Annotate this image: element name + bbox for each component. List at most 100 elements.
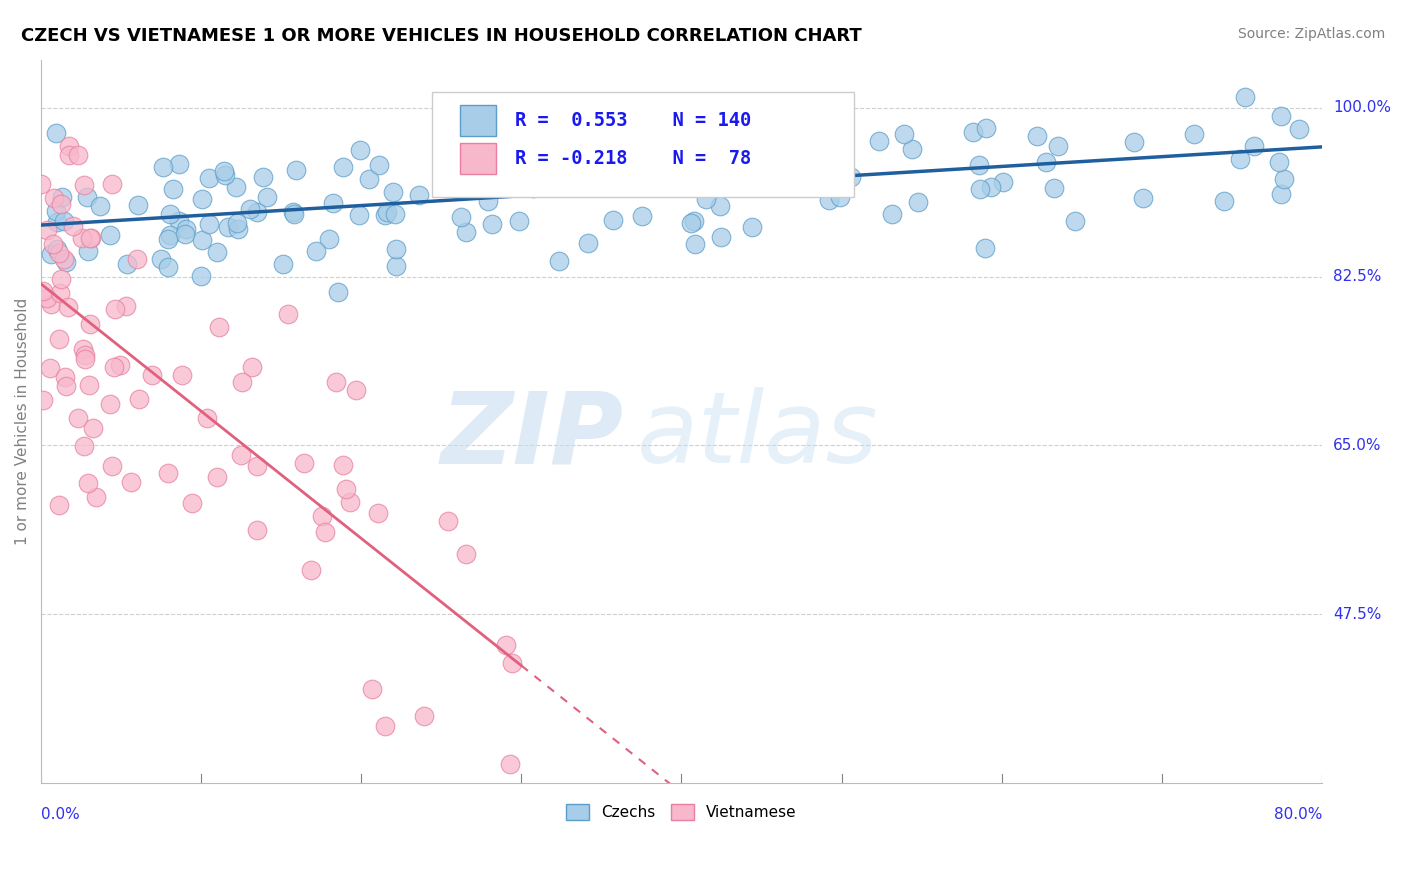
Point (76, 190, 98, 204)
Point (195, 411, 218, 425)
Point (162, 182, 184, 196)
Point (212, 164, 235, 178)
Point (76, 476, 98, 491)
Legend: Czechs, Vietnamese: Czechs, Vietnamese (560, 797, 803, 826)
Point (339, 495, 361, 509)
Point (125, 252, 148, 266)
Point (967, 158, 990, 172)
Point (683, 236, 706, 251)
Point (682, 214, 704, 228)
Text: atlas: atlas (637, 387, 879, 484)
Point (367, 506, 389, 520)
Point (311, 508, 333, 523)
Point (614, 113, 637, 128)
Point (174, 222, 197, 236)
Point (1270, 187, 1292, 202)
Point (98, 227, 121, 242)
Point (149, 252, 172, 266)
Point (962, 125, 984, 139)
Point (1123, 135, 1146, 149)
Point (159, 207, 181, 221)
Point (73, 439, 96, 453)
Point (128, 392, 150, 406)
Point (103, 359, 125, 374)
Point (495, 638, 517, 652)
Point (643, 167, 665, 181)
Point (198, 217, 221, 231)
Point (167, 157, 190, 171)
Text: R =  0.553    N = 140: R = 0.553 N = 140 (515, 111, 751, 130)
Point (205, 470, 228, 484)
Point (101, 458, 124, 473)
Point (538, 96, 561, 111)
Point (277, 307, 299, 321)
Point (58, 139, 80, 153)
Point (52, 214, 75, 228)
Point (1234, 90, 1257, 104)
Point (39, 246, 62, 260)
Point (1182, 128, 1205, 142)
Point (156, 466, 179, 480)
Point (335, 482, 357, 496)
Point (576, 236, 599, 251)
Point (731, 168, 754, 182)
Y-axis label: 1 or more Vehicles in Household: 1 or more Vehicles in Household (15, 298, 30, 545)
Point (688, 153, 710, 168)
Point (602, 213, 624, 227)
Point (562, 152, 585, 166)
Point (173, 227, 195, 242)
Point (104, 301, 127, 316)
Point (787, 170, 810, 185)
Point (190, 193, 212, 207)
Point (375, 205, 398, 219)
Point (332, 458, 354, 472)
Point (75, 352, 97, 367)
Point (48, 499, 70, 513)
Point (37, 223, 59, 237)
Text: 80.0%: 80.0% (1274, 807, 1322, 822)
Point (385, 259, 408, 273)
Point (152, 160, 174, 174)
Point (101, 177, 124, 191)
Point (382, 185, 405, 199)
Point (32, 393, 55, 408)
Point (1047, 139, 1070, 153)
Point (82, 421, 104, 435)
Point (39, 297, 62, 311)
Point (46, 215, 69, 229)
Point (454, 225, 477, 239)
Point (631, 209, 654, 223)
Point (51, 197, 73, 211)
Point (190, 268, 212, 283)
Point (841, 170, 863, 185)
Point (501, 657, 523, 671)
Point (1229, 152, 1251, 166)
Point (225, 180, 247, 194)
Point (45, 126, 67, 140)
Point (35, 291, 58, 305)
Point (900, 143, 922, 157)
Text: 82.5%: 82.5% (1333, 269, 1381, 285)
Text: Source: ZipAtlas.com: Source: ZipAtlas.com (1237, 27, 1385, 41)
Point (58, 148, 80, 162)
Point (725, 157, 748, 171)
Point (969, 181, 991, 195)
Point (374, 719, 396, 733)
Point (48, 245, 70, 260)
Point (55, 379, 77, 393)
Point (51, 271, 73, 285)
Point (678, 157, 700, 171)
FancyBboxPatch shape (432, 92, 855, 197)
Point (32, 284, 55, 298)
Point (408, 187, 430, 202)
Text: CZECH VS VIETNAMESE 1 OR MORE VEHICLES IN HOUSEHOLD CORRELATION CHART: CZECH VS VIETNAMESE 1 OR MORE VEHICLES I… (21, 27, 862, 45)
Point (685, 162, 707, 177)
Point (450, 210, 472, 224)
Point (776, 163, 799, 178)
Point (39, 361, 62, 376)
Point (332, 160, 354, 174)
Point (326, 285, 349, 299)
Text: R = -0.218    N =  78: R = -0.218 N = 78 (515, 149, 751, 168)
Point (731, 141, 754, 155)
Point (773, 179, 796, 194)
